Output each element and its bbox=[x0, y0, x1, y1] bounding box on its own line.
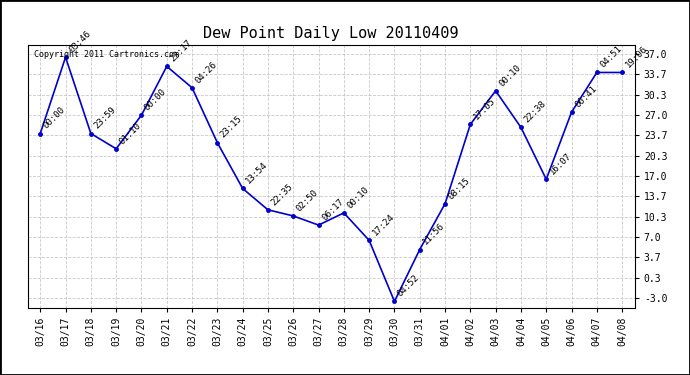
Text: 06:17: 06:17 bbox=[320, 197, 345, 222]
Text: 19:06: 19:06 bbox=[624, 44, 649, 70]
Text: 17:05: 17:05 bbox=[472, 96, 497, 122]
Title: Dew Point Daily Low 20110409: Dew Point Daily Low 20110409 bbox=[204, 26, 459, 41]
Text: 23:15: 23:15 bbox=[219, 114, 244, 140]
Text: 02:50: 02:50 bbox=[295, 188, 320, 213]
Text: 11:56: 11:56 bbox=[421, 221, 446, 247]
Text: 23:59: 23:59 bbox=[92, 105, 117, 131]
Text: 00:00: 00:00 bbox=[41, 105, 67, 131]
Text: Copyright 2011 Cartronics.com: Copyright 2011 Cartronics.com bbox=[34, 50, 179, 59]
Text: 01:10: 01:10 bbox=[117, 121, 143, 146]
Text: 00:10: 00:10 bbox=[345, 185, 371, 210]
Text: 00:41: 00:41 bbox=[573, 84, 598, 110]
Text: 00:00: 00:00 bbox=[143, 87, 168, 112]
Text: 22:35: 22:35 bbox=[269, 182, 295, 207]
Text: 22:38: 22:38 bbox=[522, 99, 548, 124]
Text: 23:17: 23:17 bbox=[168, 38, 193, 64]
Text: 17:24: 17:24 bbox=[371, 212, 396, 238]
Text: 04:26: 04:26 bbox=[193, 60, 219, 85]
Text: 04:52: 04:52 bbox=[396, 273, 421, 298]
Text: 04:51: 04:51 bbox=[598, 44, 624, 70]
Text: 00:10: 00:10 bbox=[497, 63, 522, 88]
Text: 13:54: 13:54 bbox=[244, 160, 269, 186]
Text: 08:15: 08:15 bbox=[446, 176, 472, 201]
Text: 16:07: 16:07 bbox=[548, 151, 573, 177]
Text: 03:46: 03:46 bbox=[67, 29, 92, 54]
